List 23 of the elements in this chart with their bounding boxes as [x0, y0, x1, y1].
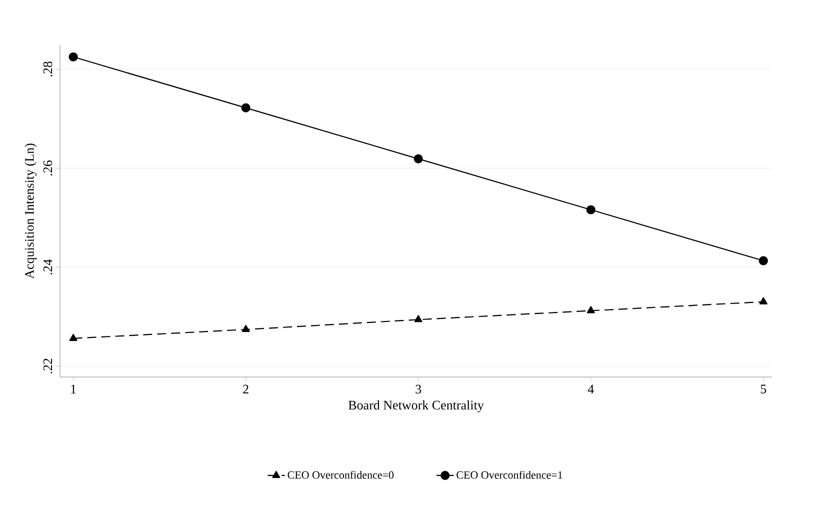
point	[414, 154, 423, 164]
point	[586, 205, 596, 214]
x-tick-label: 2	[243, 384, 248, 394]
legend-label: CEO Overconfidence=0	[288, 470, 394, 479]
x-tick-label: 5	[760, 384, 766, 394]
point	[586, 306, 595, 314]
point	[241, 103, 250, 112]
x-axis-title: Board Network Centrality	[348, 400, 484, 412]
y-tick-label: .22	[43, 358, 52, 374]
y-axis-title: Acquisition Intensity (Ln)	[24, 144, 37, 279]
point	[68, 52, 78, 62]
point	[414, 315, 422, 322]
point	[758, 256, 768, 266]
point	[69, 334, 78, 341]
y-tick-label: .28	[43, 62, 52, 77]
x-tick-label: 4	[588, 384, 594, 394]
point	[759, 297, 768, 304]
x-tick-label: 3	[416, 384, 422, 394]
legend-label: CEO Overconfidence=1	[456, 470, 562, 479]
x-tick-label: 1	[71, 384, 76, 394]
y-tick-label: .26	[43, 160, 52, 176]
y-tick-label: .24	[43, 259, 52, 274]
point	[242, 324, 250, 332]
